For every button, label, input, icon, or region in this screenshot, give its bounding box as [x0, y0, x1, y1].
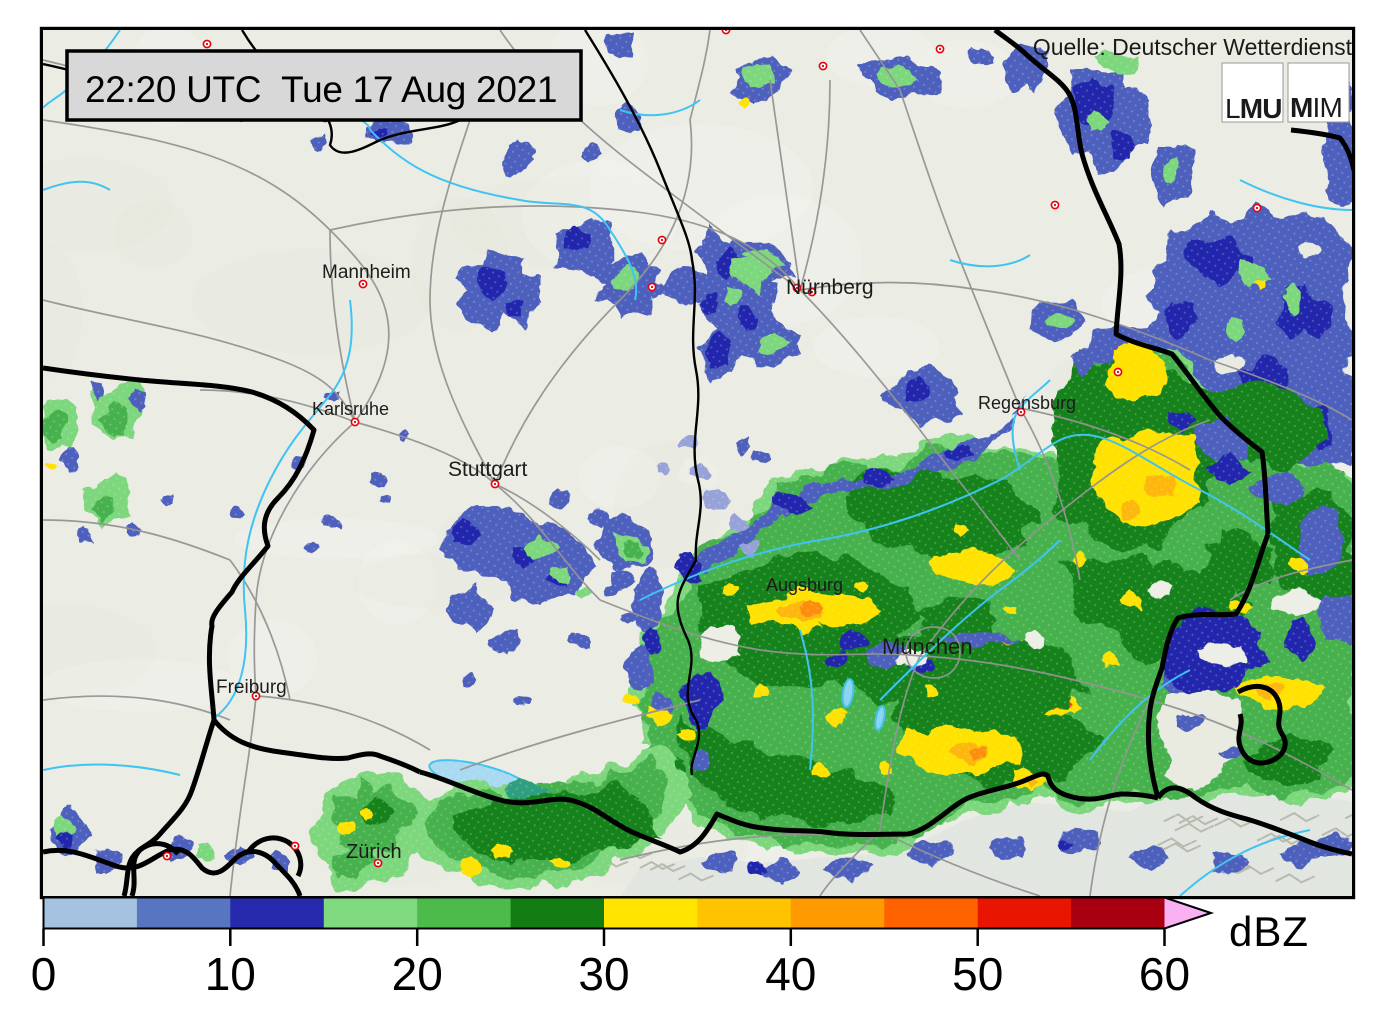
svg-text:Stuttgart: Stuttgart [448, 458, 528, 481]
svg-text:20: 20 [392, 948, 443, 1000]
svg-text:50: 50 [952, 948, 1003, 1000]
svg-text:Regensburg: Regensburg [978, 393, 1076, 413]
svg-text:Zürich: Zürich [346, 841, 402, 863]
svg-text:10: 10 [205, 948, 256, 1000]
svg-text:Augsburg: Augsburg [766, 575, 843, 595]
svg-text:München: München [882, 634, 973, 659]
svg-text:Mannheim: Mannheim [322, 262, 411, 283]
svg-text:LMU: LMU [1225, 93, 1282, 124]
svg-text:30: 30 [578, 948, 629, 1000]
svg-text:22:20 UTC Tue 17 Aug 2021: 22:20 UTC Tue 17 Aug 2021 [85, 69, 557, 110]
svg-text:60: 60 [1139, 948, 1190, 1000]
svg-text:40: 40 [765, 948, 816, 1000]
svg-text:Karlsruhe: Karlsruhe [312, 399, 389, 419]
svg-text:dBZ: dBZ [1229, 908, 1309, 955]
svg-text:Nürnberg: Nürnberg [786, 276, 874, 299]
svg-text:0: 0 [31, 948, 57, 1000]
svg-text:Freiburg: Freiburg [216, 677, 287, 698]
svg-text:Quelle: Deutscher Wetterdienst: Quelle: Deutscher Wetterdienst [1033, 34, 1353, 60]
svg-text:MIM: MIM [1290, 92, 1342, 123]
